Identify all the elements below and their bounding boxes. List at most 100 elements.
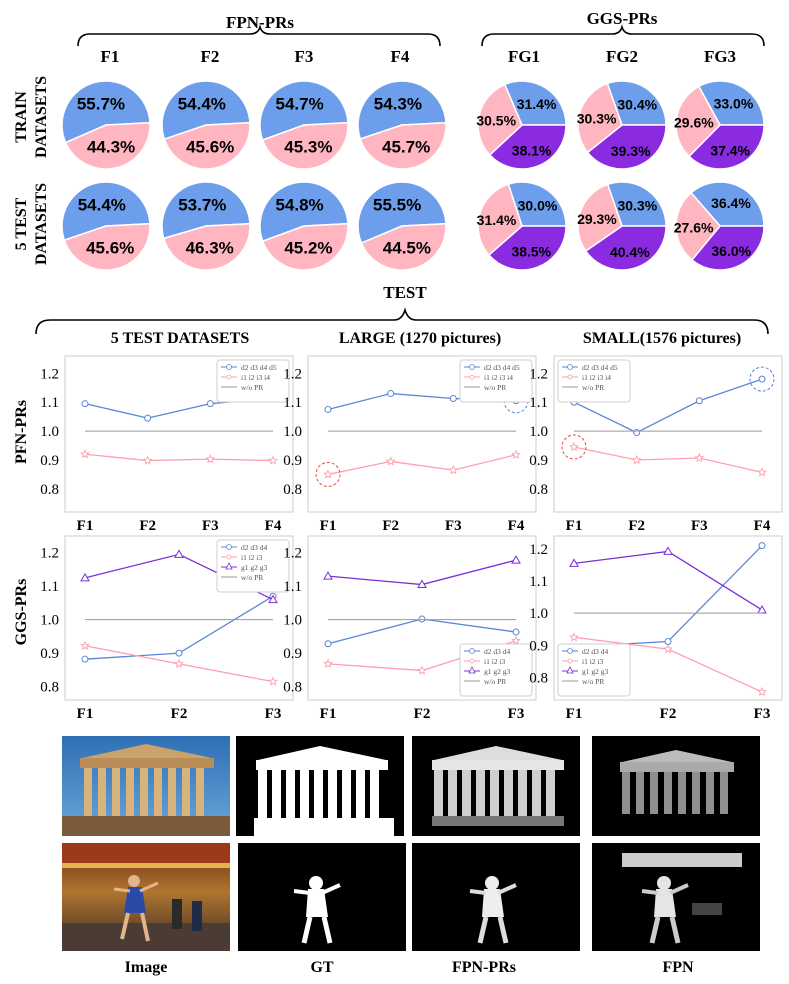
col-header-fg2: FG2 bbox=[606, 47, 638, 66]
data-point bbox=[387, 390, 395, 398]
col-header-f1: F1 bbox=[101, 47, 120, 66]
pie-slice-pink bbox=[64, 121, 151, 170]
x-tick-label: F3 bbox=[265, 706, 282, 722]
dancer-photo bbox=[62, 843, 230, 951]
pie-slice-label: 44.5% bbox=[383, 238, 431, 257]
data-point bbox=[664, 637, 672, 645]
highlight-circle bbox=[561, 434, 587, 460]
data-point bbox=[268, 594, 278, 604]
pie-train-datasets-f1: 55.7% 44.3% bbox=[61, 80, 151, 170]
pie-slice-label: 27.6% bbox=[674, 219, 714, 235]
data-point bbox=[511, 555, 521, 564]
legend-label: d2 d3 d4 d5 bbox=[484, 363, 520, 372]
pie-5-test-datasets-f2: 53.7% 46.3% bbox=[161, 181, 251, 271]
y-tick-label: 1.2 bbox=[283, 366, 302, 382]
data-point bbox=[569, 441, 579, 452]
legend-label: i1 i2 i3 bbox=[241, 553, 263, 562]
x-tick-label: F2 bbox=[414, 706, 431, 722]
col-header-fg3: FG3 bbox=[704, 47, 736, 66]
pie-slice-label: 45.7% bbox=[382, 138, 430, 157]
legend-label: i1 i2 i3 i4 bbox=[484, 373, 513, 382]
y-tick-label: 1.0 bbox=[40, 424, 59, 440]
series-line bbox=[327, 454, 517, 476]
data-point bbox=[142, 455, 153, 465]
pie-slice-label: 38.1% bbox=[512, 143, 552, 159]
data-point bbox=[449, 394, 457, 402]
pie-5-test-datasets-f1: 54.4% 45.6% bbox=[61, 181, 151, 271]
pie-slice-label: 38.5% bbox=[511, 244, 551, 260]
pie-5-test-datasets-fg2: 30.3% 40.4% 29.3% bbox=[577, 181, 667, 271]
pie-train-datasets-f2: 54.4% 45.6% bbox=[161, 80, 251, 170]
svg-text:DATASETS: DATASETS bbox=[33, 183, 50, 265]
pie-slice-blue bbox=[357, 80, 447, 140]
pie-train-datasets-fg2: 30.4% 39.3% 30.3% bbox=[577, 80, 667, 170]
pie-slice-pink bbox=[359, 121, 447, 170]
data-point bbox=[418, 615, 426, 623]
data-point bbox=[174, 549, 184, 558]
pie-5-test-datasets-f4: 55.5% 44.5% bbox=[357, 181, 447, 271]
line-col-title-small: SMALL(1576 pictures) bbox=[583, 330, 741, 347]
legend-label: d2 d3 d4 d5 bbox=[241, 363, 277, 372]
x-tick-label: F4 bbox=[265, 518, 282, 534]
data-point bbox=[758, 375, 766, 383]
data-point bbox=[631, 454, 642, 465]
series-line bbox=[573, 446, 763, 474]
fpn-prs-brace bbox=[77, 24, 441, 47]
pie-slice-label: 37.4% bbox=[710, 142, 750, 158]
pie-slice-label: 33.0% bbox=[714, 95, 754, 111]
pie-slice-label: 45.6% bbox=[186, 138, 234, 157]
data-point bbox=[633, 429, 641, 437]
data-point bbox=[569, 558, 579, 567]
pie-slice-label: 44.3% bbox=[87, 137, 135, 156]
pie-slice-label: 30.0% bbox=[518, 198, 558, 214]
y-tick-label: 1.0 bbox=[283, 613, 302, 629]
temple-photo bbox=[62, 736, 230, 836]
pie-slice-blue bbox=[259, 80, 349, 141]
legend-label: w/o PR bbox=[582, 677, 604, 686]
x-tick-label: F1 bbox=[566, 706, 583, 722]
x-tick-label: F3 bbox=[445, 518, 462, 534]
pie-train-datasets-f3: 54.7% 45.3% bbox=[259, 80, 349, 170]
y-tick-label: 0.9 bbox=[529, 453, 548, 469]
pie-slice-blue bbox=[697, 80, 765, 126]
pie-slice-purple bbox=[586, 124, 667, 170]
legend-label: d2 d3 d4 bbox=[484, 647, 511, 656]
pie-slice-blue bbox=[507, 181, 567, 227]
pie-slice-pink bbox=[261, 222, 349, 271]
y-tick-label: 1.0 bbox=[529, 606, 548, 622]
x-tick-label: F1 bbox=[77, 706, 94, 722]
data-point bbox=[324, 640, 332, 648]
data-point bbox=[81, 400, 89, 408]
pie-slice-label: 29.6% bbox=[674, 114, 714, 130]
svg-text:TRAIN: TRAIN bbox=[13, 91, 30, 143]
pie-train-datasets-fg3: 33.0% 37.4% 29.6% bbox=[674, 80, 765, 170]
pie-slice-label: 45.6% bbox=[86, 239, 134, 258]
highlight-circle bbox=[315, 461, 341, 487]
pie-slice-label: 54.4% bbox=[178, 94, 226, 113]
x-tick-label: F3 bbox=[691, 518, 708, 534]
pie-slice-pink bbox=[577, 82, 623, 154]
data-point bbox=[323, 658, 333, 669]
legend-label: g1 g2 g3 bbox=[241, 563, 268, 572]
data-point bbox=[757, 467, 767, 477]
pie-slice-label: 54.4% bbox=[78, 195, 126, 214]
legend-label: w/o PR bbox=[484, 383, 506, 392]
pie-slice-label: 54.7% bbox=[276, 94, 324, 113]
legend-label: d2 d3 d4 bbox=[241, 543, 268, 552]
y-tick-label: 0.8 bbox=[283, 680, 302, 696]
x-tick-label: F1 bbox=[320, 706, 337, 722]
legend-label: i1 i2 i3 i4 bbox=[241, 373, 270, 382]
y-tick-label: 1.2 bbox=[529, 542, 548, 558]
y-tick-label: 0.9 bbox=[529, 638, 548, 654]
data-point bbox=[511, 449, 521, 459]
legend-label: w/o PR bbox=[241, 383, 263, 392]
pie-slice-label: 36.4% bbox=[711, 195, 751, 211]
pie-slice-label: 45.3% bbox=[284, 138, 332, 157]
pie-slice-label: 54.8% bbox=[275, 195, 323, 214]
row-label-train: TRAIN DATASETS bbox=[13, 76, 50, 158]
